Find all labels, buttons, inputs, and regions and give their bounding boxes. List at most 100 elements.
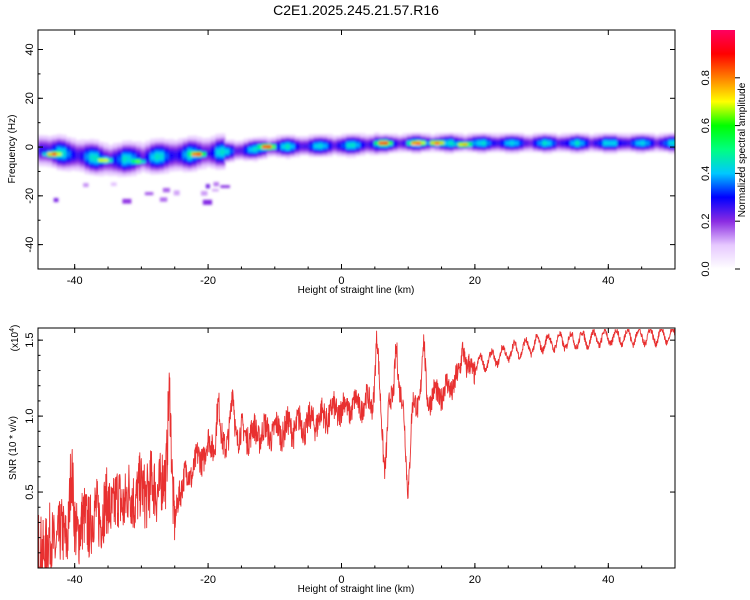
heatmap-cell <box>52 155 58 158</box>
heatmap-cell <box>224 143 231 146</box>
heatmap-cell <box>173 157 179 160</box>
heatmap-cell <box>248 153 254 156</box>
heatmap-cell <box>83 183 89 188</box>
heatmap-cell <box>182 161 189 164</box>
heatmap-cell <box>164 168 170 171</box>
heatmap-cell <box>621 136 627 139</box>
heatmap-cell <box>220 162 226 165</box>
heatmap-cell <box>280 155 287 158</box>
heatmap-cell <box>626 143 632 146</box>
heatmap-cell <box>388 138 394 142</box>
heatmap-cell <box>336 137 343 140</box>
heatmap-cell <box>346 155 352 158</box>
heatmap-cell <box>304 146 310 149</box>
heatmap-cell <box>159 165 165 168</box>
heatmap-cell <box>350 135 357 138</box>
heatmap-cell <box>248 141 254 144</box>
heatmap-cell <box>290 134 296 137</box>
heatmap-cell <box>84 156 90 160</box>
heatmap-cell <box>383 144 389 147</box>
heatmap-cell <box>215 157 221 160</box>
heatmap-cell <box>518 134 525 137</box>
heatmap-cell <box>621 138 627 141</box>
heatmap-cell <box>369 139 375 142</box>
heatmap-cell <box>458 146 464 149</box>
heatmap-cell <box>658 132 665 136</box>
heatmap-cell <box>42 142 48 145</box>
heatmap-cell <box>374 140 380 144</box>
heatmap-cell <box>164 144 170 147</box>
heatmap-cell <box>47 141 53 144</box>
heatmap-cell <box>173 169 179 172</box>
heatmap-cell <box>509 151 515 154</box>
heatmap-cell <box>420 148 427 151</box>
heatmap-cell <box>374 144 380 147</box>
heatmap-cell <box>94 146 100 149</box>
heatmap-cell <box>570 143 576 146</box>
heatmap-cell <box>229 147 235 151</box>
heatmap-cell <box>374 146 380 149</box>
heatmap-cell <box>486 146 492 149</box>
heatmap-cell <box>406 141 413 144</box>
heatmap-cell <box>243 145 249 148</box>
heatmap-cell <box>103 159 109 162</box>
heatmap-cell <box>280 148 287 151</box>
heatmap-cell <box>462 136 469 139</box>
heatmap-cell <box>327 137 333 140</box>
heatmap-cell <box>574 138 581 141</box>
heatmap-cell <box>332 140 338 143</box>
heatmap-cell <box>164 151 170 154</box>
heatmap-cell <box>276 150 282 153</box>
heatmap-cell <box>262 146 268 149</box>
heatmap-cell <box>117 156 123 159</box>
heatmap-cell <box>332 144 338 147</box>
heatmap-cell <box>206 142 212 146</box>
heatmap-cell <box>47 135 53 139</box>
heatmap-cell <box>84 168 90 172</box>
heatmap-cell <box>322 152 329 156</box>
heatmap-cell <box>150 167 156 170</box>
heatmap-cell <box>602 134 609 137</box>
heatmap-cell <box>192 147 198 150</box>
heatmap-cell <box>66 166 72 169</box>
x-tick-label: 0 <box>338 574 344 586</box>
spectrogram-x-axis-label: Height of straight line (km) <box>298 285 415 296</box>
heatmap-cell <box>439 148 445 151</box>
heatmap-cell <box>565 136 571 139</box>
heatmap-cell <box>117 142 123 145</box>
heatmap-cell <box>248 144 254 147</box>
heatmap-cell <box>467 139 473 143</box>
heatmap-cell <box>182 156 189 159</box>
heatmap-cell <box>313 149 319 152</box>
heatmap-cell <box>196 148 203 151</box>
heatmap-cell <box>89 164 95 167</box>
heatmap-cell <box>201 151 207 154</box>
heatmap-cell <box>192 162 198 165</box>
heatmap-cell <box>98 165 104 168</box>
heatmap-cell <box>579 136 585 139</box>
heatmap-cell <box>201 141 207 144</box>
heatmap-cell <box>47 151 53 154</box>
heatmap-cell <box>355 150 361 153</box>
heatmap-cell <box>560 136 567 139</box>
heatmap-cell <box>140 151 146 154</box>
heatmap-cell <box>196 153 203 157</box>
heatmap-cell <box>173 163 179 167</box>
heatmap-cell <box>66 142 72 145</box>
heatmap-cell <box>243 153 249 156</box>
heatmap-cell <box>416 141 422 144</box>
heatmap-cell <box>205 184 210 189</box>
heatmap-cell <box>551 149 557 153</box>
heatmap-cell <box>355 145 361 148</box>
heatmap-cell <box>173 152 179 155</box>
heatmap-cell <box>182 158 189 161</box>
heatmap-cell <box>112 147 118 151</box>
heatmap-cell <box>276 155 282 158</box>
heatmap-cell <box>108 149 114 153</box>
heatmap-cell <box>150 165 156 168</box>
heatmap-cell <box>467 138 473 141</box>
heatmap-cell <box>616 139 623 143</box>
heatmap-cell <box>248 156 254 159</box>
heatmap-cell <box>224 144 231 148</box>
heatmap-cell <box>341 138 347 142</box>
